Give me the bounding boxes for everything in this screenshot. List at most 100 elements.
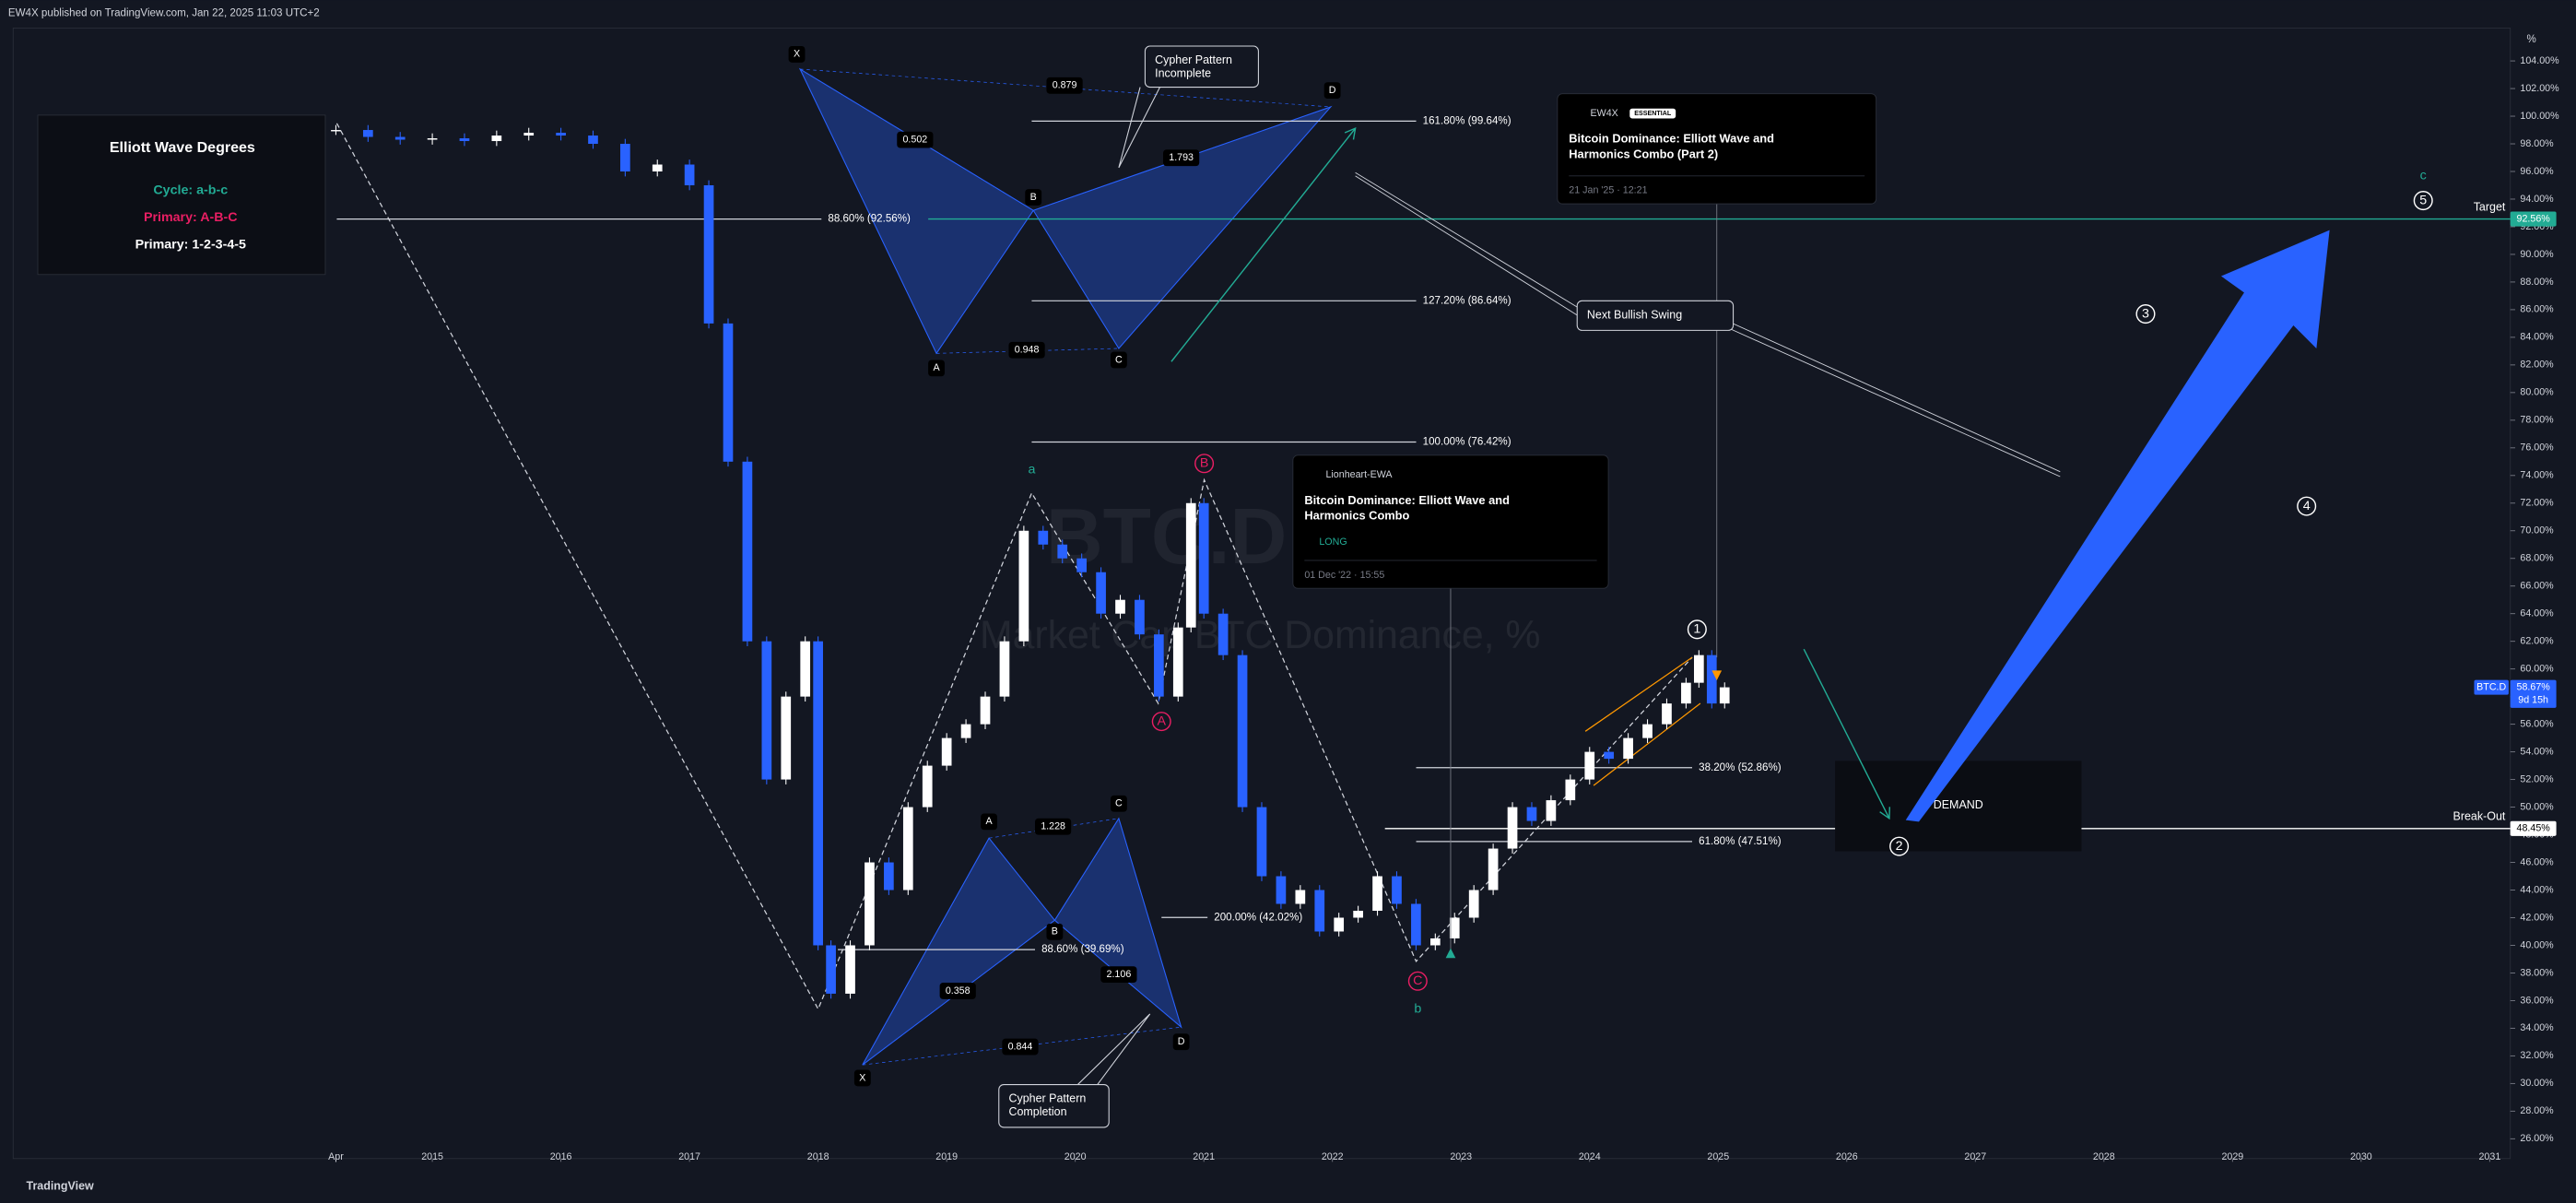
candle [620,144,630,172]
x-tick-label: 2020 [1065,1151,1087,1162]
x-tick-label: 2031 [2478,1151,2500,1162]
point-label-bg [1172,1033,1190,1051]
candle [1018,530,1029,642]
y-tick-label: 56.00% [2520,718,2554,729]
candle [1449,917,1460,938]
plot-area [12,27,2511,1160]
x-tick-label: 2017 [678,1151,700,1162]
idea-badge [1629,108,1676,119]
idea-author: Lionheart-EWA [1325,469,1393,480]
candle [684,164,695,185]
idea-title: Bitcoin Dominance: Elliott Wave and Harmo… [1569,132,1774,161]
price-tag-countdown: 9d 15h [2518,695,2548,706]
y-tick-label: 36.00% [2520,995,2554,1006]
harmonic-ratio-line [989,818,1119,839]
point-label: C [1115,354,1123,365]
price-tag [2510,679,2557,708]
ratio-label-bg [1100,966,1137,984]
candle [331,130,341,132]
wave-circle [1687,619,1707,640]
ratio-label: 0.358 [946,985,970,997]
fib-label: 88.60% (92.56%) [828,214,911,225]
point-label: C [1115,798,1123,809]
point-label: A [933,362,940,373]
arrow [1803,648,1890,820]
ratio-label-bg [939,983,976,999]
candle [588,136,598,145]
price-tag-label: 58.67% [2517,681,2551,692]
legend-entry: Primary: 1-2-3-4-5 [135,237,246,252]
harmonic-ratio-line [936,348,1119,354]
ratio-label: 0.948 [1015,345,1040,356]
candle [459,138,470,142]
point-label-bg [1046,923,1064,940]
candle [1172,627,1183,697]
price-tag-label: 48.45% [2517,823,2551,834]
y-tick-label: 60.00% [2520,663,2554,674]
candle [1334,917,1345,932]
candle [1154,634,1164,697]
callout-text: Next Bullish Swing [1587,309,1682,322]
y-tick-label: 102.00% [2520,83,2559,94]
legend-entry: Primary: A-B-C [144,210,238,225]
wave-circle [2297,496,2317,516]
candle [1693,655,1704,683]
candle [980,696,991,725]
callout-pointer [1729,322,2061,473]
idea-tag: LONG [1319,537,1347,548]
wave-circle [1407,971,1428,991]
candle [1411,903,1421,946]
legend-box [37,114,326,276]
y-tick-label: 90.00% [2520,249,2554,260]
legend-title: Elliott Wave Degrees [110,139,255,156]
y-tick-label: 26.00% [2520,1133,2554,1144]
candle [813,641,823,946]
idea-author: EW4X [1590,108,1617,119]
candle [1276,876,1287,904]
candle [800,641,811,697]
candle [1237,655,1248,808]
wave-circle [1889,836,1910,856]
y-tick-label: 74.00% [2520,470,2554,481]
footer-logo: TradingView [27,1179,95,1192]
candle [761,641,772,780]
candle [1429,938,1441,946]
wave-label: 2 [1896,839,1903,854]
point-label: B [1052,926,1058,938]
ratio-label-bg [1008,341,1045,359]
y-tick-label: 66.00% [2520,581,2554,592]
candle [742,461,753,642]
channel [1584,656,1693,732]
candle [523,133,535,136]
point-label-bg [1110,795,1127,812]
point-label-bg [1323,82,1341,100]
candle [1623,737,1633,760]
harmonic-ratio-line [1054,920,1182,1028]
y-tick-label: 62.00% [2520,636,2554,647]
y-tick-label: 40.00% [2520,939,2554,950]
candle [1507,807,1518,849]
candle [394,136,406,140]
candle [1584,751,1595,780]
candle [491,136,502,142]
ratio-label: 0.879 [1053,80,1077,91]
x-tick-label: 2015 [421,1151,443,1162]
y-tick-label: 44.00% [2520,884,2554,895]
fib-label: 100.00% (76.42%) [1423,437,1511,448]
x-tick-label: Apr [328,1151,344,1162]
y-tick-label: 72.00% [2520,498,2554,509]
x-tick-label: 2024 [1579,1151,1601,1162]
arrow [1170,127,1357,362]
idea-date: 21 Jan '25 · 12:21 [1569,185,1647,196]
y-tick-label: 104.00% [2520,55,2559,66]
unit-label: % [2527,34,2536,45]
wave-label: 4 [2303,499,2311,513]
watermark-sub: Market Cap BTC Dominance, % [980,613,1540,657]
x-tick-label: 2022 [1322,1151,1344,1162]
wave-path [335,123,1693,1011]
y-tick-label: 46.00% [2520,856,2554,867]
marker [1711,670,1723,681]
x-tick-label: 2021 [1193,1151,1215,1162]
